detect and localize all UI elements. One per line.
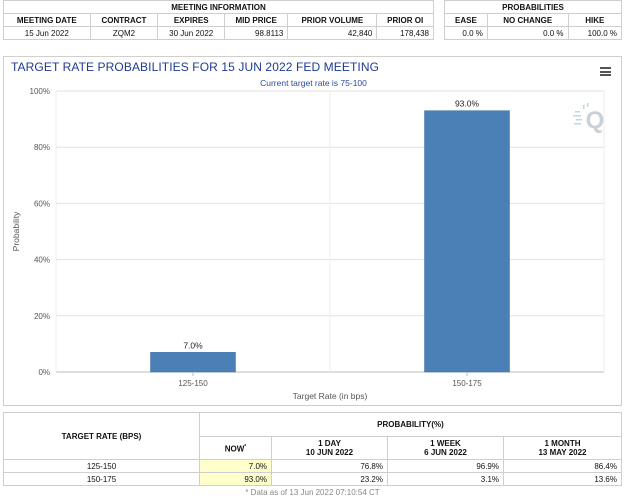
- y-axis-label: Probability: [11, 211, 21, 251]
- y-tick-label: 80%: [34, 143, 50, 152]
- col-expires: EXPIRES: [157, 13, 226, 27]
- y-tick-label: 20%: [34, 312, 50, 321]
- table-row: 125-150 7.0% 76.8% 96.9% 86.4%: [3, 459, 622, 473]
- top-summary: MEETING INFORMATION MEETING DATE CONTRAC…: [0, 0, 624, 54]
- rate-label: 125-150: [3, 459, 200, 473]
- q-logo-icon: Q: [573, 103, 605, 134]
- now-value: 93.0%: [199, 472, 272, 486]
- ease-value: 0.0 %: [444, 26, 488, 40]
- target-rate-header: TARGET RATE (BPS): [3, 412, 200, 460]
- 1-month-value: 13.6%: [503, 472, 622, 486]
- chart-panel: TARGET RATE PROBABILITIES FOR 15 JUN 202…: [3, 56, 622, 406]
- bar-150-175[interactable]: [424, 110, 510, 373]
- col-mid-price: MID PRICE: [224, 13, 289, 27]
- col-ease: EASE: [444, 13, 488, 27]
- chart-subtitle: Current target rate is 75-100: [260, 78, 367, 88]
- col-no-change: NO CHANGE: [486, 13, 569, 27]
- col-hike: HIKE: [567, 13, 623, 27]
- col-meeting-date: MEETING DATE: [3, 13, 91, 27]
- chart-bars: 7.0% 93.0%: [150, 99, 510, 373]
- prior-volume-value: 42,840: [287, 26, 378, 40]
- probabilities-header: PROBABILITIES: [444, 0, 622, 14]
- x-axis-label: Target Rate (in bps): [293, 391, 368, 401]
- meeting-date-value: 15 Jun 2022: [3, 26, 91, 40]
- y-tick-label: 0%: [38, 368, 50, 377]
- probability-header: PROBABILITY(%): [199, 412, 622, 437]
- x-tick-label: 150-175: [452, 379, 482, 388]
- table-row: 150-175 93.0% 23.2% 3.1% 13.6%: [3, 472, 622, 486]
- mid-price-value: 98.8113: [224, 26, 289, 40]
- no-change-value: 0.0 %: [486, 26, 569, 40]
- y-tick-label: 60%: [34, 199, 50, 208]
- rate-label: 150-175: [3, 472, 200, 486]
- col-prior-oi: PRIOR OI: [376, 13, 434, 27]
- meeting-information-header: MEETING INFORMATION: [3, 0, 434, 14]
- probability-bar-chart: 0% 20% 40% 60% 80% 100% 7.0% 93.0% 125-150 150-…: [11, 87, 605, 401]
- x-axis-ticks: 125-150 150-175: [178, 372, 482, 388]
- hamburger-menu-icon[interactable]: [600, 67, 611, 76]
- y-tick-label: 100%: [30, 87, 50, 96]
- y-axis-ticks: 0% 20% 40% 60% 80% 100%: [30, 87, 50, 377]
- probabilities-table: PROBABILITIES EASE NO CHANGE HIKE 0.0 % …: [444, 0, 623, 40]
- col-1-day: 1 DAY 10 JUN 2022: [271, 436, 388, 460]
- col-contract: CONTRACT: [89, 13, 159, 27]
- x-tick-label: 125-150: [178, 379, 208, 388]
- 1-week-value: 3.1%: [387, 472, 504, 486]
- 1-day-value: 76.8%: [271, 459, 388, 473]
- contract-value: ZQM2: [89, 26, 159, 40]
- bar-125-150[interactable]: [150, 352, 236, 373]
- prior-oi-value: 178,438: [376, 26, 434, 40]
- 1-month-value: 86.4%: [503, 459, 622, 473]
- 1-day-value: 23.2%: [271, 472, 388, 486]
- now-value: 7.0%: [199, 459, 272, 473]
- col-1-month: 1 MONTH 13 MAY 2022: [503, 436, 622, 460]
- col-prior-volume: PRIOR VOLUME: [287, 13, 378, 27]
- 1-week-value: 96.9%: [387, 459, 504, 473]
- data-label: 7.0%: [183, 340, 203, 350]
- data-timestamp-footnote: * Data as of 13 Jun 2022 07:10:54 CT: [245, 488, 380, 497]
- col-now: NOW*: [199, 436, 272, 460]
- target-rate-section: TARGET RATE (BPS) PROBABILITY(%) NOW* 1 …: [3, 412, 622, 497]
- target-rate-table: TARGET RATE (BPS) PROBABILITY(%) NOW* 1 …: [3, 412, 622, 486]
- expires-value: 30 Jun 2022: [157, 26, 226, 40]
- chart-grid: [55, 90, 605, 373]
- chart-title: TARGET RATE PROBABILITIES FOR 15 JUN 202…: [11, 60, 380, 74]
- col-1-week: 1 WEEK 6 JUN 2022: [387, 436, 504, 460]
- y-tick-label: 40%: [34, 256, 50, 265]
- data-label: 93.0%: [455, 99, 480, 109]
- meeting-information-table: MEETING INFORMATION MEETING DATE CONTRAC…: [3, 0, 434, 40]
- hike-value: 100.0 %: [567, 26, 623, 40]
- svg-text:Q: Q: [586, 107, 605, 134]
